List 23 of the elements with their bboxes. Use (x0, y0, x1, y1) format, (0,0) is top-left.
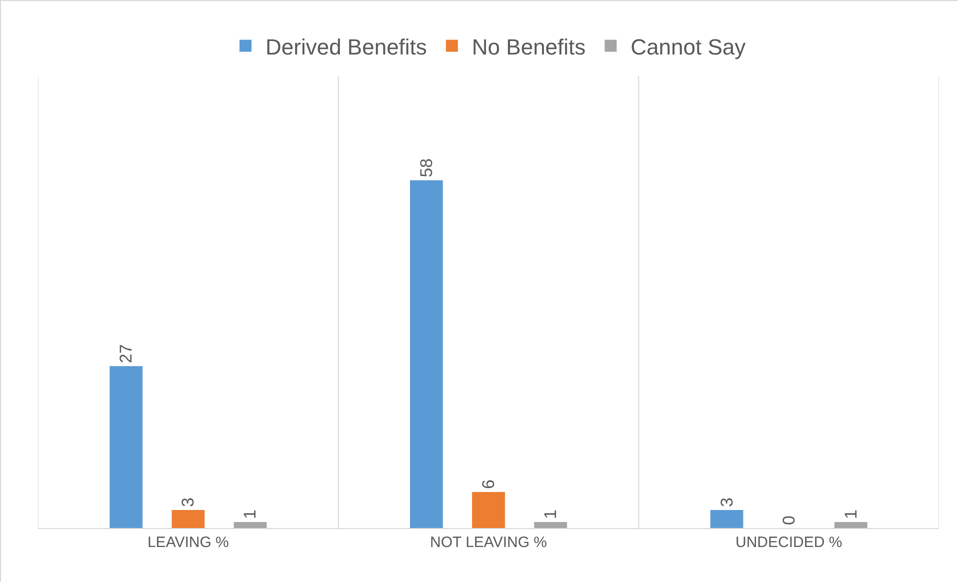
data-label: 58 (416, 158, 436, 178)
data-label: 3 (178, 498, 198, 508)
bar (410, 180, 443, 528)
bar (710, 510, 744, 528)
bar (472, 492, 505, 528)
data-label: 6 (479, 480, 498, 490)
legend-label: Derived Benefits (266, 34, 427, 60)
data-label: 1 (240, 510, 260, 520)
bar (834, 522, 868, 528)
data-label: 1 (541, 510, 560, 520)
data-label: 3 (717, 498, 736, 508)
data-label: 1 (841, 510, 860, 520)
x-tick-label: NOT LEAVING % (430, 534, 547, 551)
legend-label: Cannot Say (630, 34, 746, 60)
bar (234, 522, 267, 528)
data-label: 27 (116, 344, 136, 364)
x-tick-label: LEAVING % (147, 534, 229, 551)
bar (534, 522, 568, 528)
bar (172, 510, 205, 528)
bar (110, 366, 143, 528)
data-label: 0 (779, 516, 798, 525)
legend-label: No Benefits (472, 34, 586, 60)
x-tick-label: UNDECIDED % (735, 534, 842, 551)
